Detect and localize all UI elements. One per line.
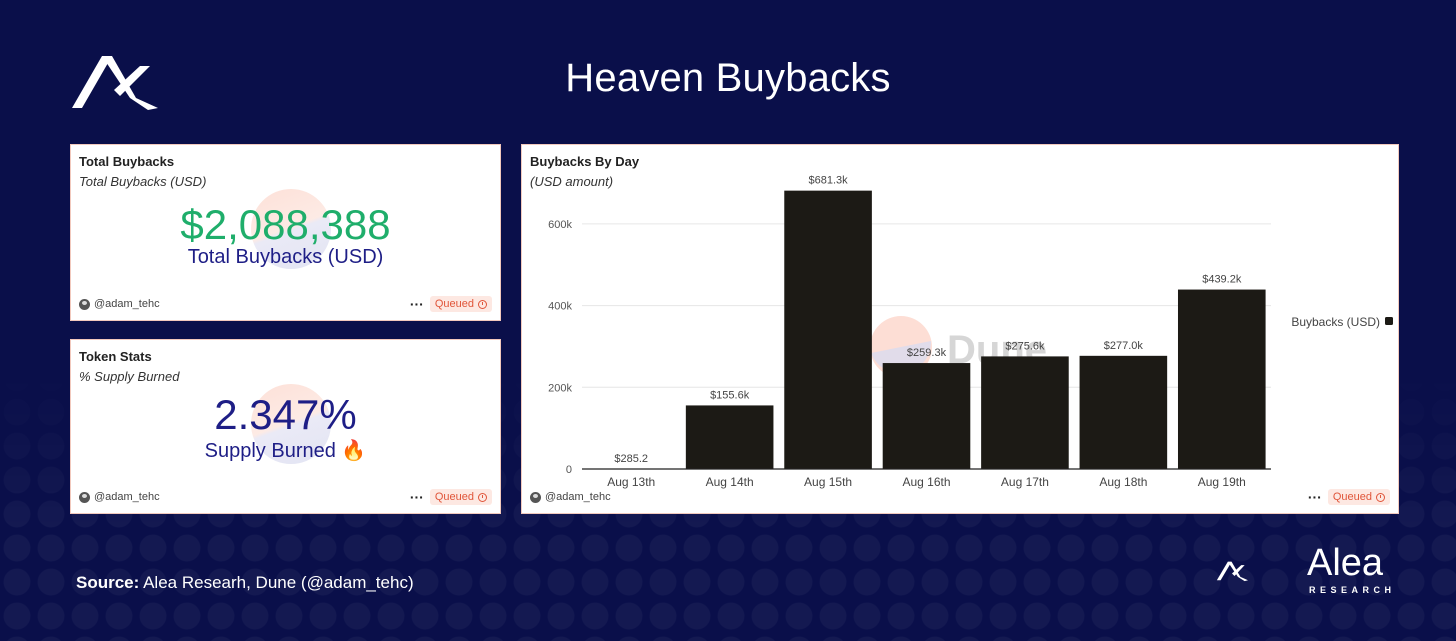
bar[interactable] — [1177, 289, 1266, 469]
bar[interactable] — [685, 405, 774, 469]
status-label: Queued — [434, 491, 474, 503]
data-label: $285.2 — [614, 453, 648, 465]
panel-actions: ··· Queued — [410, 296, 492, 312]
source-text: Alea Researh, Dune (@adam_tehc) — [143, 573, 414, 592]
more-icon[interactable]: ··· — [409, 489, 424, 505]
author-name: @adam_tehc — [545, 491, 611, 503]
legend-swatch — [1385, 317, 1393, 325]
author-link[interactable]: @adam_tehc — [530, 491, 611, 503]
x-tick-label: Aug 13th — [607, 475, 655, 489]
panel-subtitle: % Supply Burned — [79, 369, 180, 384]
brand-subtitle: RESEARCH — [1309, 585, 1396, 595]
page-title: Heaven Buybacks — [565, 56, 891, 100]
token-stats-panel: Token Stats % Supply Burned 2.347% Suppl… — [70, 339, 501, 514]
buybacks-by-day-panel: Dune $285.2 $155.6k $681.3k $259.3k $275.6k $… — [521, 144, 1399, 514]
x-tick-label: Aug 17th — [1001, 475, 1049, 489]
panel-actions: ··· Queued — [410, 489, 492, 505]
avatar-icon — [79, 491, 90, 503]
avatar-icon — [530, 491, 541, 503]
brand-name: Alea — [1307, 542, 1384, 584]
counter-value: $2,088,388 — [180, 201, 391, 248]
data-label: $275.6k — [1005, 340, 1045, 352]
panel-title[interactable]: Token Stats — [79, 349, 152, 364]
more-icon[interactable]: ··· — [1307, 489, 1322, 505]
author-name: @adam_tehc — [94, 298, 160, 310]
clock-icon — [478, 492, 487, 502]
y-tick-label: 400k — [548, 301, 572, 313]
watermark-icon — [251, 189, 331, 269]
x-tick-label: Aug 18th — [1099, 475, 1147, 489]
x-tick-label: Aug 14th — [706, 475, 754, 489]
status-badge[interactable]: Queued — [429, 489, 492, 505]
total-buybacks-panel: Total Buybacks Total Buybacks (USD) $2,0… — [70, 144, 501, 321]
alea-logo-icon — [72, 56, 158, 110]
source-label: Source: — [76, 573, 140, 592]
bar[interactable] — [784, 190, 872, 469]
y-tick-label: 200k — [548, 382, 572, 394]
counter-label: Total Buybacks (USD) — [187, 246, 384, 268]
counter-value: 2.347% — [214, 391, 357, 438]
status-badge[interactable]: Queued — [1327, 489, 1390, 505]
x-tick-label: Aug 19th — [1198, 475, 1246, 489]
data-label: $439.2k — [1202, 274, 1242, 286]
data-label: $681.3k — [808, 175, 848, 187]
counter-label: Supply Burned 🔥 — [204, 440, 367, 462]
x-tick-label: Aug 15th — [804, 475, 852, 489]
source-credit: Source: Alea Researh, Dune (@adam_tehc) — [76, 573, 414, 593]
panel-title[interactable]: Buybacks By Day — [530, 154, 640, 169]
author-link[interactable]: @adam_tehc — [79, 298, 160, 310]
clock-icon — [1376, 492, 1385, 502]
more-icon[interactable]: ··· — [409, 296, 424, 312]
panel-actions: ··· Queued — [1308, 489, 1390, 505]
author-link[interactable]: @adam_tehc — [79, 491, 160, 503]
status-label: Queued — [1332, 491, 1372, 503]
bar[interactable] — [981, 356, 1069, 469]
y-tick-label: 600k — [548, 219, 572, 231]
author-name: @adam_tehc — [94, 491, 160, 503]
bar-chart: Dune $285.2$155.6k$681.3k$259.3k$275.6k $… — [548, 175, 1393, 489]
data-label: $155.6k — [710, 389, 750, 401]
clock-icon — [478, 299, 487, 309]
data-label: $277.0k — [1104, 340, 1144, 352]
y-tick-label: 0 — [566, 464, 572, 476]
x-tick-label: Aug 16th — [902, 475, 950, 489]
avatar-icon — [79, 298, 90, 310]
status-badge[interactable]: Queued — [429, 296, 492, 312]
panel-subtitle: Total Buybacks (USD) — [79, 174, 207, 189]
watermark-icon — [251, 384, 331, 464]
alea-brand-logo-icon — [1216, 561, 1248, 582]
panel-title[interactable]: Total Buybacks — [79, 154, 175, 169]
bar[interactable] — [1079, 355, 1168, 469]
status-label: Queued — [434, 298, 474, 310]
legend-label[interactable]: Buybacks (USD) — [1291, 315, 1380, 329]
data-label: $259.3k — [907, 347, 947, 359]
panel-subtitle: (USD amount) — [530, 174, 614, 189]
bar[interactable] — [882, 363, 971, 469]
